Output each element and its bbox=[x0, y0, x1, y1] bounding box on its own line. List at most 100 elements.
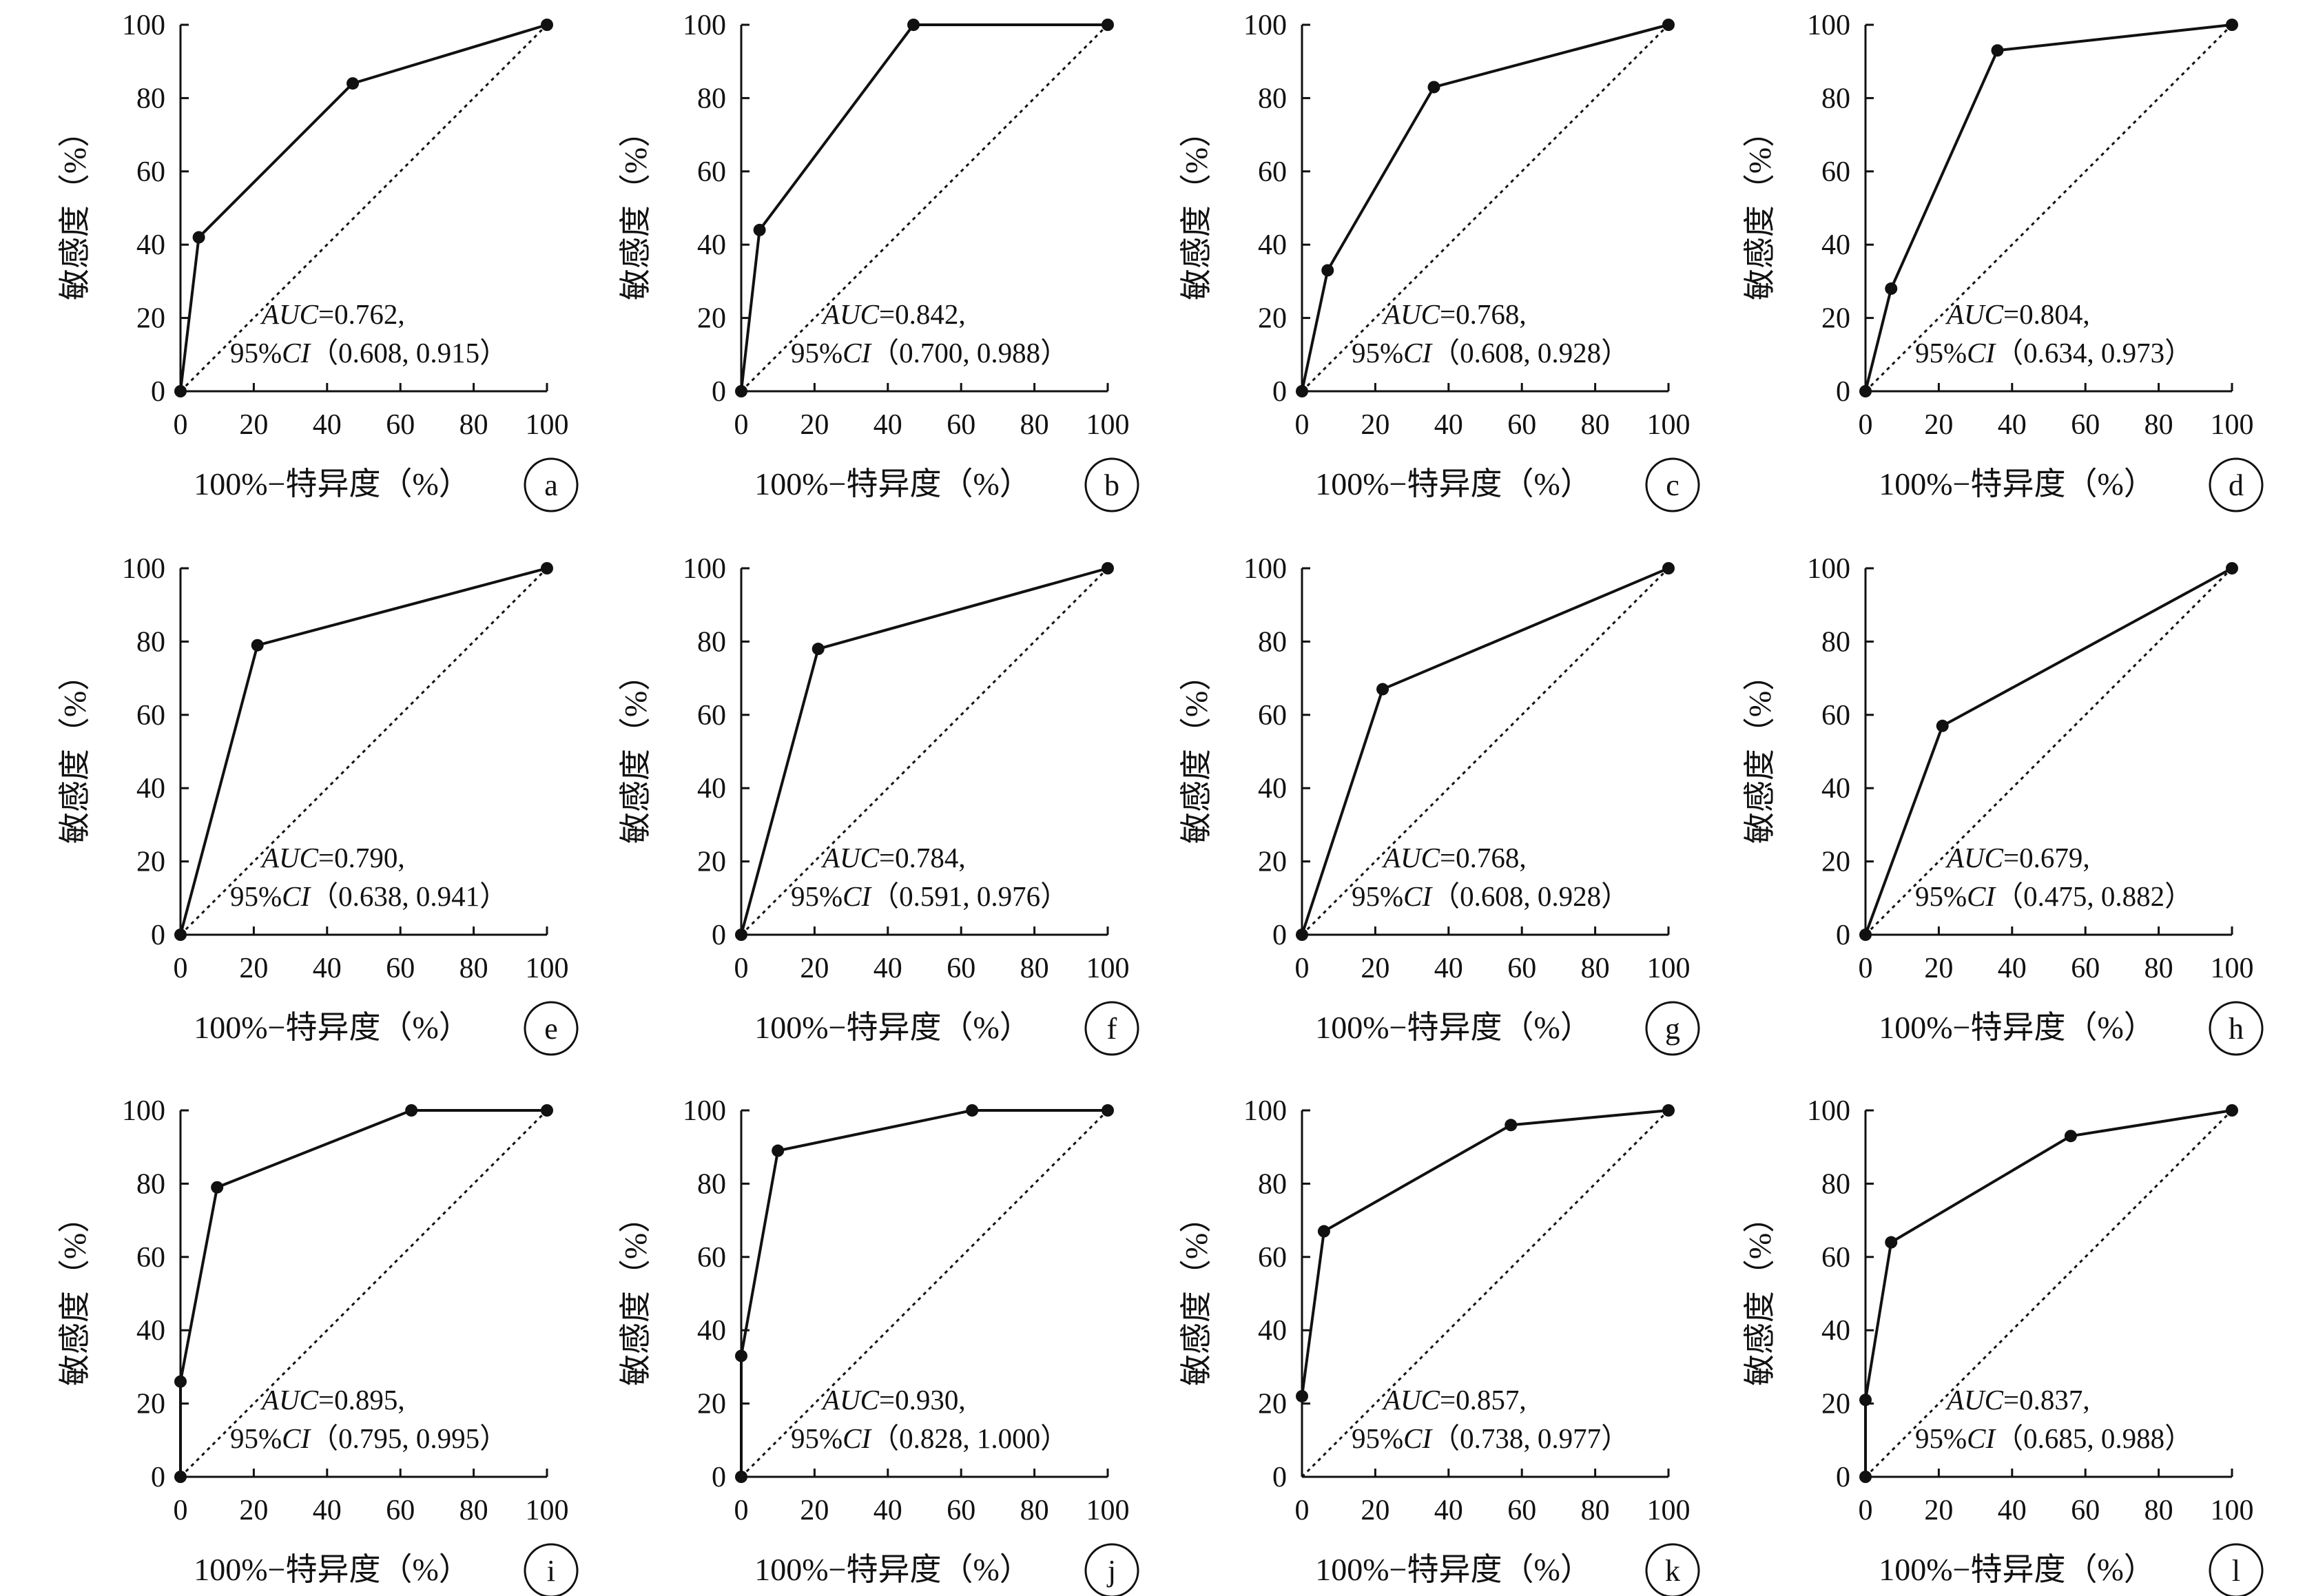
y-tick-label: 80 bbox=[1258, 626, 1287, 658]
y-tick-label: 0 bbox=[151, 376, 165, 408]
roc-point bbox=[1317, 1225, 1330, 1238]
auc-annotation: AUC=0.837, bbox=[1945, 1384, 2090, 1416]
ci-value: 0.591, 0.976 bbox=[899, 880, 1040, 912]
x-tick-label: 40 bbox=[1434, 409, 1463, 441]
ci-level: 95% bbox=[1352, 1422, 1403, 1454]
roc-point bbox=[174, 929, 187, 941]
y-axis-title: 敏感度（%） bbox=[618, 116, 653, 300]
panel-letter: c bbox=[1666, 468, 1679, 502]
x-tick-label: 20 bbox=[1924, 409, 1953, 441]
roc-point bbox=[735, 929, 747, 941]
y-tick-label: 80 bbox=[1821, 83, 1850, 114]
x-tick-label: 0 bbox=[174, 1495, 188, 1526]
ci-value: 0.795, 0.995 bbox=[338, 1422, 479, 1454]
ci-level: 95% bbox=[1352, 337, 1403, 369]
roc-point bbox=[1859, 1393, 1872, 1407]
panel-letter: f bbox=[1107, 1012, 1117, 1046]
y-tick-label: 100 bbox=[122, 553, 165, 585]
roc-point bbox=[735, 385, 747, 397]
panel-letter-circle bbox=[524, 1543, 579, 1596]
roc-point bbox=[1885, 282, 1898, 296]
y-tick-label: 80 bbox=[136, 83, 165, 114]
y-tick-label: 100 bbox=[683, 10, 726, 41]
roc-point bbox=[174, 385, 187, 397]
reference-diagonal-line bbox=[1301, 1109, 1670, 1478]
y-tick-label: 60 bbox=[697, 1242, 726, 1274]
panel-letter: b bbox=[1104, 468, 1119, 502]
x-tick-label: 100 bbox=[1647, 409, 1691, 441]
ci-annotation: 95%CI（0.608, 0.928） bbox=[1352, 337, 1629, 369]
auc-value: 0.842 bbox=[895, 298, 958, 330]
y-tick-label: 0 bbox=[1272, 920, 1287, 951]
y-tick-label: 0 bbox=[151, 1462, 165, 1493]
roc-curve-line bbox=[179, 23, 548, 392]
auc-metric-label: AUC bbox=[1381, 1384, 1440, 1416]
y-tick-label: 0 bbox=[1836, 920, 1850, 951]
y-tick-label: 100 bbox=[1243, 553, 1287, 585]
x-axis-title: 100%−特异度（%） bbox=[754, 466, 1031, 501]
ci-annotation: 95%CI（0.638, 0.941） bbox=[230, 880, 508, 912]
auc-metric-label: AUC bbox=[1945, 842, 2004, 873]
y-tick-label: 40 bbox=[697, 1315, 726, 1347]
auc-value: 0.784 bbox=[895, 842, 958, 873]
y-tick-label: 40 bbox=[1821, 773, 1850, 805]
x-tick-label: 100 bbox=[2211, 1495, 2254, 1526]
roc-panel-j: 00 20 20 40 40 60 60 80 80 100 100 AUC=0.930, 95%CI（… bbox=[618, 1095, 1139, 1596]
panel-letter-circle bbox=[1084, 457, 1139, 512]
roc-point bbox=[174, 1375, 187, 1388]
x-tick-label: 20 bbox=[800, 1495, 829, 1526]
auc-value: 0.768 bbox=[1456, 842, 1519, 873]
auc-value: 0.762 bbox=[334, 298, 397, 330]
ci-level: 95% bbox=[230, 880, 282, 912]
ci-metric-label: CI bbox=[282, 1422, 311, 1454]
x-tick-label: 100 bbox=[526, 953, 569, 984]
ci-level: 95% bbox=[791, 1422, 843, 1454]
x-axis-title: 100%−特异度（%） bbox=[754, 1552, 1031, 1587]
auc-metric-label: AUC bbox=[260, 1384, 319, 1416]
x-axis-title: 100%−特异度（%） bbox=[1879, 466, 2156, 501]
x-tick-label: 40 bbox=[1998, 409, 2027, 441]
roc-panel-g: 00 20 20 40 40 60 60 80 80 100 100 AUC=0.768, 95%CI（… bbox=[1179, 553, 1700, 1056]
roc-point bbox=[1102, 19, 1114, 31]
roc-point bbox=[174, 1471, 187, 1483]
roc-point bbox=[2226, 19, 2238, 31]
x-tick-label: 20 bbox=[239, 953, 268, 984]
roc-point bbox=[1936, 719, 1949, 732]
x-tick-label: 0 bbox=[1859, 953, 1873, 984]
x-tick-label: 20 bbox=[1361, 1495, 1389, 1526]
auc-metric-label: AUC bbox=[820, 842, 880, 873]
roc-point bbox=[192, 231, 205, 244]
roc-point bbox=[907, 19, 920, 31]
auc-annotation: AUC=0.762, bbox=[260, 298, 405, 330]
ci-metric-label: CI bbox=[1403, 1422, 1433, 1454]
y-tick-label: 80 bbox=[1821, 1168, 1850, 1200]
ci-annotation: 95%CI（0.608, 0.915） bbox=[230, 337, 508, 369]
roc-point bbox=[1662, 19, 1675, 31]
panel-letter: d bbox=[2229, 468, 2244, 502]
x-tick-label: 100 bbox=[1086, 409, 1130, 441]
reference-diagonal-line bbox=[1301, 567, 1670, 936]
y-tick-label: 60 bbox=[136, 1242, 165, 1274]
y-tick-label: 40 bbox=[1258, 773, 1287, 805]
y-tick-label: 0 bbox=[1272, 1462, 1287, 1493]
x-tick-label: 80 bbox=[2144, 953, 2173, 984]
panel-letter-circle bbox=[524, 1001, 579, 1056]
ci-value: 0.608, 0.928 bbox=[1460, 880, 1601, 912]
y-tick-label: 80 bbox=[697, 83, 726, 114]
y-tick-label: 80 bbox=[697, 626, 726, 658]
auc-value: 0.930 bbox=[895, 1384, 958, 1416]
y-tick-label: 0 bbox=[1836, 376, 1850, 408]
ci-metric-label: CI bbox=[1403, 337, 1433, 369]
ci-value: 0.738, 0.977 bbox=[1460, 1422, 1601, 1454]
y-tick-label: 40 bbox=[1821, 1315, 1850, 1347]
ci-metric-label: CI bbox=[282, 337, 311, 369]
ci-metric-label: CI bbox=[843, 337, 872, 369]
y-tick-label: 60 bbox=[1258, 1242, 1287, 1274]
panel-letter: k bbox=[1665, 1554, 1680, 1588]
auc-value: 0.857 bbox=[1456, 1384, 1519, 1416]
ci-level: 95% bbox=[791, 880, 843, 912]
x-axis-title: 100%−特异度（%） bbox=[1315, 466, 1592, 501]
roc-point bbox=[1859, 1471, 1872, 1483]
ci-level: 95% bbox=[1352, 880, 1403, 912]
y-tick-label: 80 bbox=[136, 626, 165, 658]
